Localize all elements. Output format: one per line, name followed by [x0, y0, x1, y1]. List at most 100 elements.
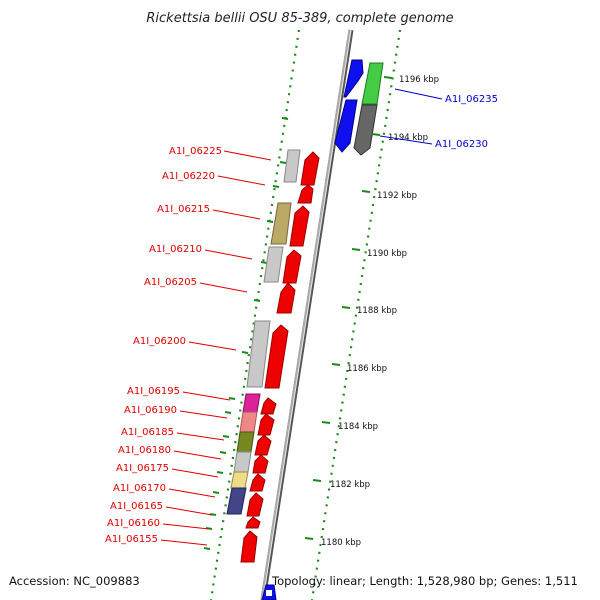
gene-arrow-red	[282, 249, 302, 284]
gene-arrow-red	[276, 282, 296, 314]
gene-label[interactable]: A1I_06175	[116, 463, 169, 474]
ruler-tick	[371, 133, 381, 136]
ruler-tick	[312, 479, 322, 482]
gene-arrow-red	[245, 516, 261, 529]
gene-label[interactable]: A1I_06210	[149, 244, 202, 255]
guide-tick	[241, 351, 249, 354]
gene-arrow-red	[257, 413, 275, 436]
ruler-tick	[304, 537, 314, 540]
gene-label[interactable]: A1I_06205	[144, 277, 197, 288]
gene-label-leader	[204, 249, 253, 260]
guide-tick	[228, 397, 236, 400]
gene-label-leader	[173, 450, 222, 460]
ruler-tick-label: 1182 kbp	[330, 480, 370, 490]
gene-box-pink	[239, 411, 258, 433]
ruler-tick	[321, 421, 331, 424]
guide-tick	[266, 220, 274, 223]
gene-label-leader	[165, 506, 213, 516]
ruler-tick	[351, 248, 361, 251]
gene-label-leader	[160, 539, 208, 546]
gene-box-olive	[236, 431, 255, 453]
gene-label[interactable]: A1I_06235	[445, 94, 498, 105]
gene-arrow-red	[254, 434, 272, 456]
guide-tick	[222, 435, 230, 438]
gene-label-leader	[179, 410, 228, 419]
right-strand-genes	[334, 59, 384, 156]
gene-arrow-gray-dark	[353, 104, 378, 156]
gene-arrow-red	[252, 454, 269, 474]
gene-box-navy	[226, 487, 247, 515]
genome-backbone	[260, 29, 352, 600]
guide-tick	[209, 513, 217, 516]
gene-arrow-red	[300, 151, 320, 186]
gene-box-gray	[283, 149, 301, 183]
gene-label-leader	[223, 150, 272, 161]
guide-tick	[203, 547, 211, 550]
ruler-tick	[331, 363, 341, 366]
guide-tick	[272, 185, 280, 188]
gene-arrow-blue-upper	[343, 59, 364, 98]
gene-label[interactable]: A1I_06220	[162, 171, 215, 182]
gene-label[interactable]: A1I_06165	[110, 501, 163, 512]
gene-arrow-red	[249, 473, 266, 492]
gene-label-leader	[162, 523, 210, 530]
map-title: Rickettsia bellii OSU 85-389, complete g…	[146, 11, 453, 26]
gene-label[interactable]: A1I_06190	[124, 405, 177, 416]
ruler-tick-label: 1194 kbp	[388, 133, 428, 143]
gene-box-gray	[233, 451, 252, 473]
gene-arrow-green	[361, 62, 384, 105]
guide-tick	[216, 471, 224, 474]
ruler-tick-label: 1180 kbp	[321, 538, 361, 548]
gene-label[interactable]: A1I_06200	[133, 336, 186, 347]
ruler-tick	[361, 190, 371, 193]
gene-arrow-red	[297, 184, 314, 204]
gene-arrow-red	[264, 324, 289, 389]
gene-arrow-red	[260, 397, 277, 415]
gene-label-leader	[182, 391, 231, 401]
gene-arrow-red	[240, 530, 258, 563]
gene-label[interactable]: A1I_06160	[107, 518, 160, 529]
guide-tick	[279, 161, 287, 164]
gene-label[interactable]: A1I_06215	[157, 204, 210, 215]
accession-text: Accession: NC_009883	[9, 574, 140, 588]
ruler-tick-label: 1184 kbp	[338, 422, 378, 432]
gene-label[interactable]: A1I_06230	[435, 139, 488, 150]
left-strand-genes	[226, 149, 320, 600]
gene-label[interactable]: A1I_06180	[118, 445, 171, 456]
gene-label[interactable]: A1I_06185	[121, 427, 174, 438]
gene-box-khaki	[270, 202, 292, 245]
guide-tick	[224, 411, 232, 414]
ruler-tick	[341, 306, 351, 309]
guide-tick	[281, 117, 289, 120]
ruler-tick-label: 1192 kbp	[377, 191, 417, 201]
coordinate-ruler: 1196 kbp 1194 kbp 1192 kbp 1190 kbp 1188 kbp…	[304, 75, 439, 548]
gene-label-leader	[199, 282, 248, 293]
gene-label-leader	[176, 432, 225, 441]
gene-box-gray	[263, 246, 284, 283]
gene-label[interactable]: A1I_06170	[113, 483, 166, 494]
guide-tick	[219, 451, 227, 454]
gene-label-leader	[168, 488, 216, 498]
ruler-tick	[383, 76, 393, 79]
left-dotted-guide	[209, 29, 301, 600]
guide-tick	[212, 491, 220, 494]
ruler-tick-label: 1188 kbp	[357, 306, 397, 316]
gene-label[interactable]: A1I_06225	[169, 146, 222, 157]
gene-label-leader	[394, 88, 443, 100]
gene-box-magenta	[242, 393, 261, 413]
gene-label-leader	[379, 135, 433, 145]
ruler-tick-label: 1186 kbp	[347, 364, 387, 374]
guide-tick	[260, 261, 268, 264]
topology-text: Topology: linear; Length: 1,528,980 bp; …	[272, 574, 578, 588]
gene-arrow-red	[246, 492, 264, 517]
ruler-tick-label: 1196 kbp	[399, 75, 439, 85]
gene-labels: A1I_06235 A1I_06230 A1I_06225 A1I_06220 A1I_…	[105, 88, 498, 546]
gene-label[interactable]: A1I_06155	[105, 534, 158, 545]
gene-label-leader	[217, 175, 266, 186]
gene-label-leader	[171, 468, 219, 478]
guide-tick	[253, 299, 261, 302]
gene-arrow-red	[289, 205, 310, 247]
gene-label[interactable]: A1I_06195	[127, 386, 180, 397]
gene-box-gray	[246, 320, 271, 388]
